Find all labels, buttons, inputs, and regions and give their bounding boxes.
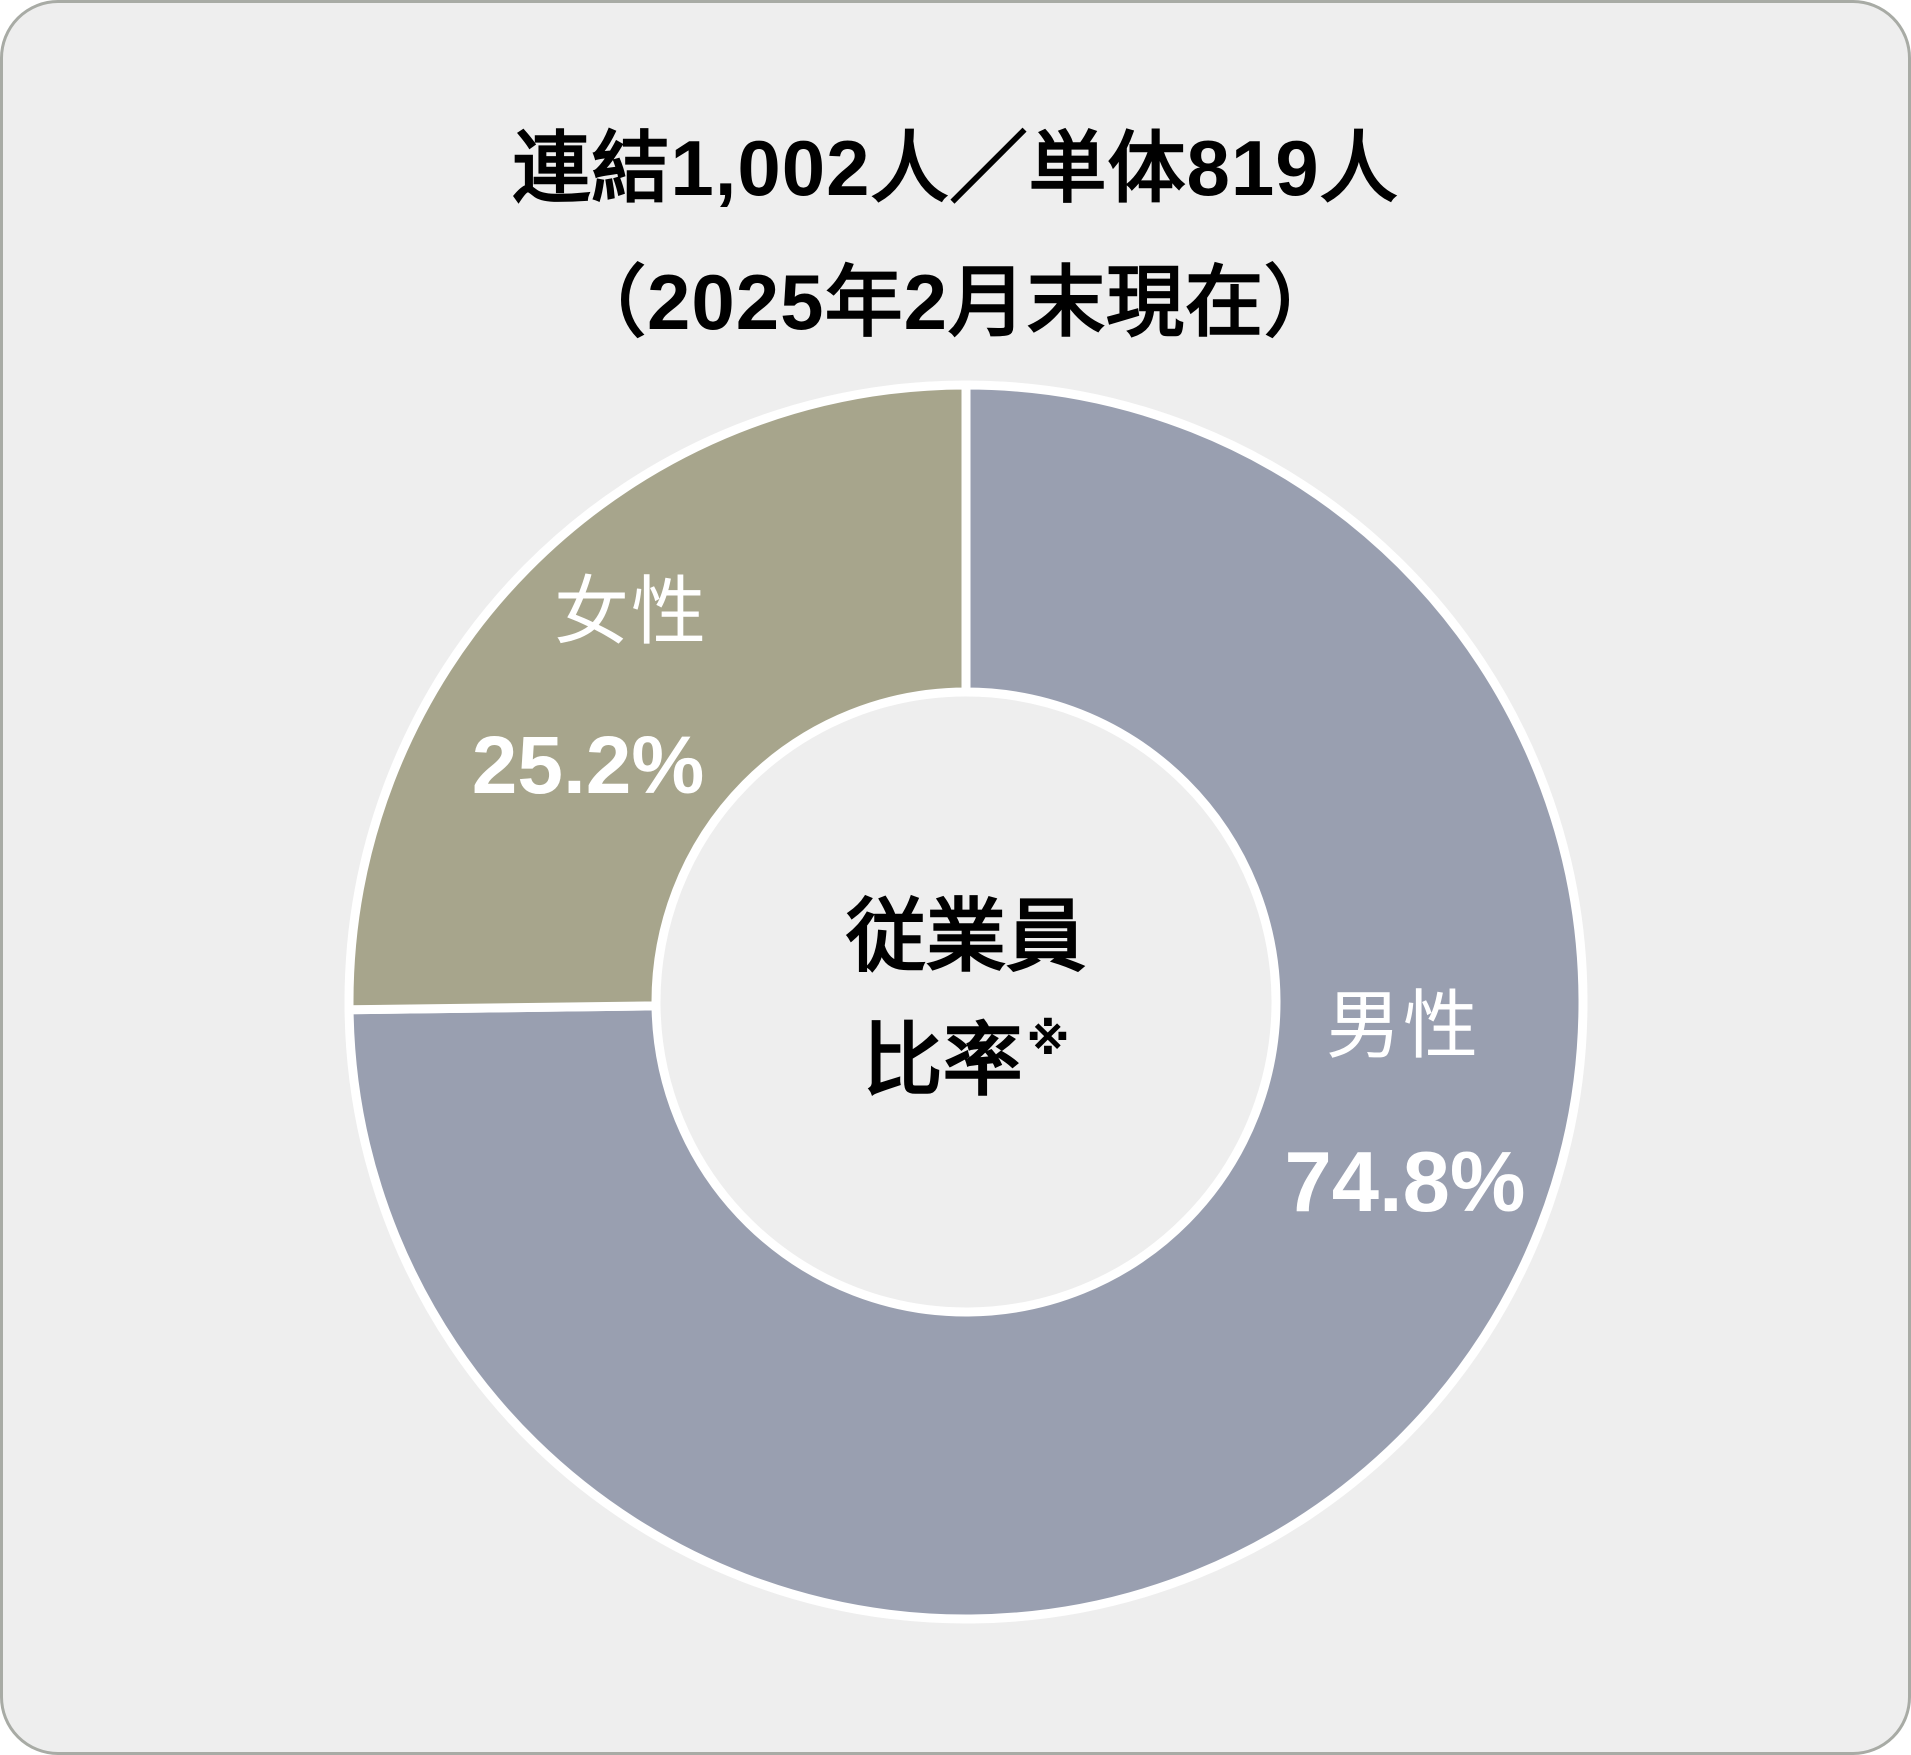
chart-title-line1: 連結1,002人／単体819人 (512, 124, 1399, 212)
donut-center-label: 従業員 比率※ (846, 875, 1086, 1123)
donut-segments (344, 380, 1588, 1624)
donut-chart (344, 380, 1588, 1624)
female-segment-value: 25.2% (471, 720, 705, 811)
chart-title-line2: （2025年2月末現在） (568, 258, 1343, 347)
male-segment-value: 74.8% (1284, 1135, 1526, 1230)
female-segment-label: 女性 (553, 569, 709, 654)
donut-segment-男性 (344, 380, 1588, 1624)
center-label-line2: 比率※ (862, 1014, 1070, 1105)
chart-title: 連結1,002人／単体819人 （2025年2月末現在） (3, 101, 1908, 369)
donut-segment-女性 (344, 380, 971, 1015)
male-segment-label: 男性 (1325, 983, 1481, 1068)
center-label-line1: 従業員 (846, 892, 1086, 981)
note-mark: ※ (1026, 1014, 1070, 1064)
